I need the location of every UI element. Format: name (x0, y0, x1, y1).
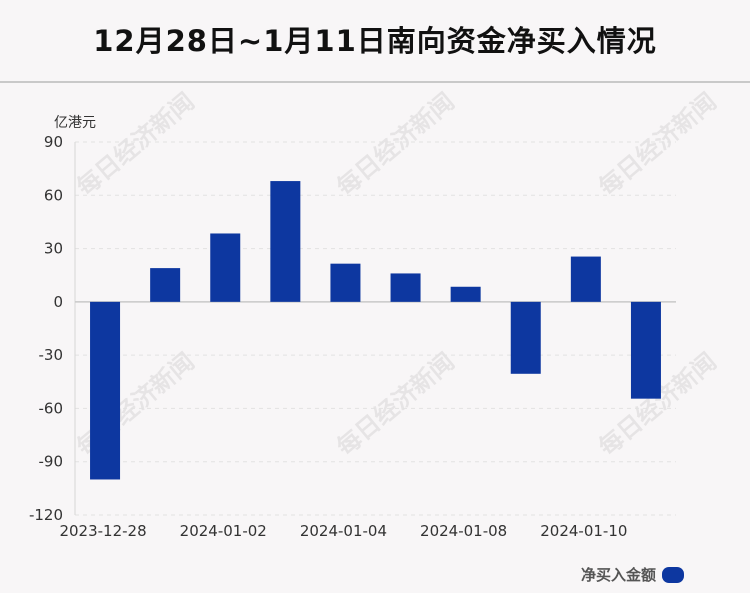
y-tick-label: 0 (53, 293, 63, 311)
y-tick-label: -30 (39, 346, 64, 364)
y-axis-unit: 亿港元 (54, 115, 96, 131)
y-tick-label: 30 (44, 240, 63, 258)
title-divider (0, 81, 750, 83)
y-tick-label: 90 (44, 133, 63, 151)
bar (150, 268, 181, 302)
legend-label: 净买入金额 (580, 566, 656, 584)
bar (570, 256, 601, 302)
y-tick-label: -60 (39, 399, 64, 417)
legend-swatch (662, 566, 684, 583)
bar (270, 181, 301, 302)
y-tick-label: -120 (29, 506, 63, 524)
bar (390, 273, 421, 302)
bar (90, 301, 121, 480)
page-title: 12月28日~1月11日南向资金净买入情况 (93, 24, 657, 58)
y-tick-label: -90 (39, 453, 64, 471)
y-tick-labels: 90 60 30 0 -30 -60 -90 -120 (29, 133, 63, 524)
grid-lines (75, 141, 676, 516)
x-tick-label: 2024-01-04 (300, 522, 387, 540)
bar (210, 233, 241, 302)
axes (74, 142, 676, 515)
y-tick-label: 60 (44, 186, 63, 204)
x-tick-labels: 2023-12-28 2024-01-02 2024-01-04 2024-01-08… (59, 522, 627, 540)
bar (510, 301, 541, 374)
bar (450, 286, 481, 302)
x-tick-label: 2024-01-10 (540, 522, 627, 540)
x-tick-label: 2024-01-08 (420, 522, 507, 540)
x-tick-label: 2024-01-02 (180, 522, 267, 540)
bar (330, 263, 361, 302)
x-tick-label: 2023-12-28 (59, 522, 146, 540)
bar (630, 301, 661, 399)
legend: 净买入金额 (581, 564, 684, 585)
bars (90, 181, 661, 480)
